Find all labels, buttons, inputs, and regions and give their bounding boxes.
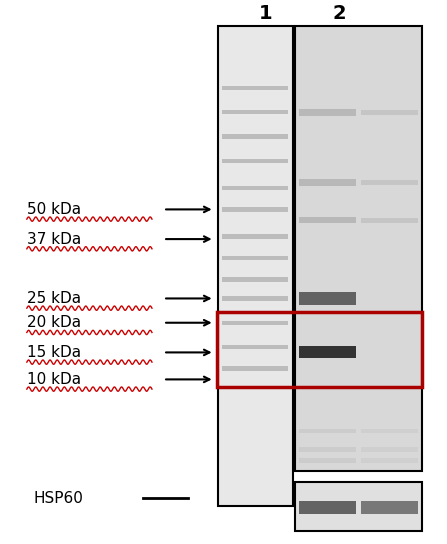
- FancyBboxPatch shape: [222, 367, 288, 371]
- FancyBboxPatch shape: [361, 180, 418, 185]
- Text: 2: 2: [333, 4, 346, 23]
- Text: 1: 1: [259, 4, 273, 23]
- FancyBboxPatch shape: [299, 447, 356, 452]
- FancyBboxPatch shape: [299, 500, 356, 514]
- FancyBboxPatch shape: [222, 207, 288, 212]
- Text: HSP60: HSP60: [33, 491, 83, 505]
- FancyBboxPatch shape: [299, 109, 356, 115]
- FancyBboxPatch shape: [222, 134, 288, 139]
- Bar: [295, 26, 422, 471]
- FancyBboxPatch shape: [361, 218, 418, 223]
- Bar: [295, 482, 422, 530]
- FancyBboxPatch shape: [222, 186, 288, 190]
- Text: 10 kDa: 10 kDa: [27, 372, 81, 387]
- FancyBboxPatch shape: [222, 86, 288, 90]
- FancyBboxPatch shape: [299, 347, 356, 358]
- Text: 20 kDa: 20 kDa: [27, 315, 81, 330]
- FancyBboxPatch shape: [361, 458, 418, 462]
- FancyBboxPatch shape: [222, 320, 288, 325]
- FancyBboxPatch shape: [299, 292, 356, 305]
- FancyBboxPatch shape: [361, 447, 418, 452]
- Text: 50 kDa: 50 kDa: [27, 202, 81, 217]
- FancyBboxPatch shape: [299, 429, 356, 433]
- FancyBboxPatch shape: [299, 179, 356, 186]
- FancyBboxPatch shape: [222, 256, 288, 260]
- Bar: [218, 26, 293, 506]
- Text: 37 kDa: 37 kDa: [27, 232, 81, 246]
- FancyBboxPatch shape: [222, 234, 288, 239]
- Text: 15 kDa: 15 kDa: [27, 345, 81, 360]
- FancyBboxPatch shape: [222, 159, 288, 163]
- FancyBboxPatch shape: [361, 500, 418, 514]
- FancyBboxPatch shape: [299, 217, 356, 224]
- Bar: [217, 312, 422, 387]
- FancyBboxPatch shape: [222, 345, 288, 349]
- FancyBboxPatch shape: [222, 110, 288, 114]
- FancyBboxPatch shape: [361, 429, 418, 433]
- FancyBboxPatch shape: [299, 458, 356, 462]
- FancyBboxPatch shape: [361, 109, 418, 115]
- Text: 25 kDa: 25 kDa: [27, 291, 81, 306]
- FancyBboxPatch shape: [222, 277, 288, 282]
- FancyBboxPatch shape: [222, 296, 288, 301]
